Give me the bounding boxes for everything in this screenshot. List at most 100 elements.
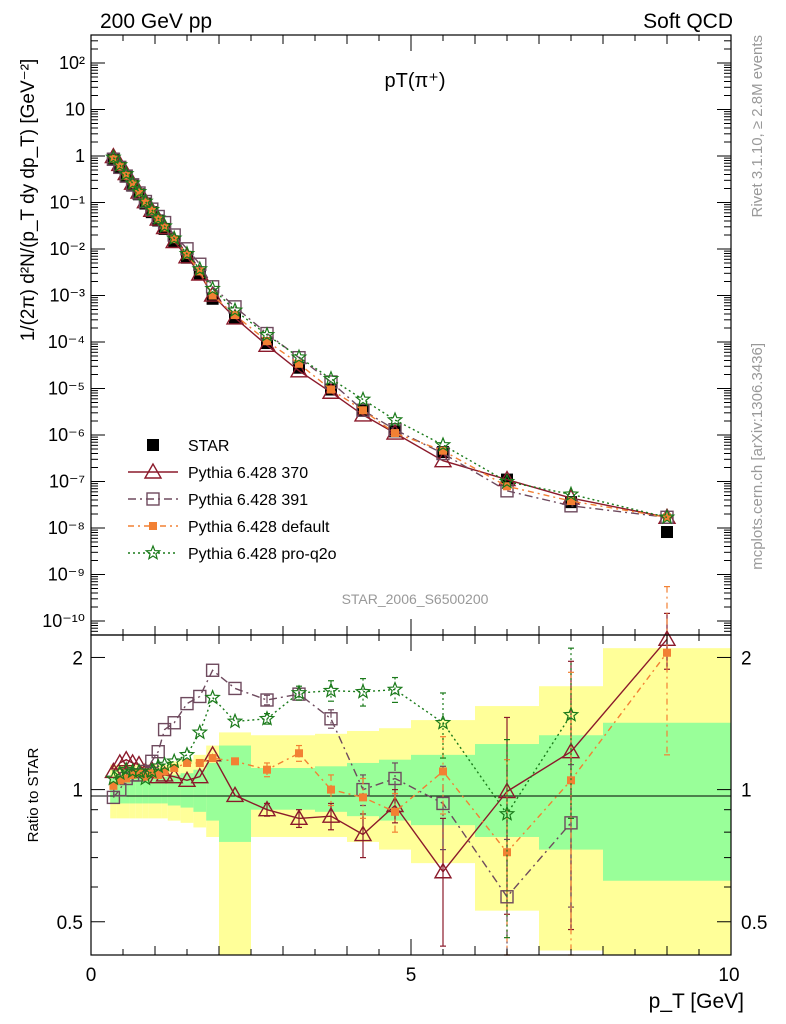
ratio-point-s370 xyxy=(110,753,130,770)
main-ytick-label: 10⁻⁹ xyxy=(48,565,85,585)
main-ylabel: 1/(2π) d²N/(p_T dy dp_T) [GeV⁻²] xyxy=(18,59,39,342)
main-point-sq2o xyxy=(124,174,141,191)
ratio-point-sq2o xyxy=(143,762,161,779)
main-point-s370 xyxy=(289,361,309,378)
ratio-point-sq2o xyxy=(354,683,372,699)
main-point-sq2o xyxy=(165,229,183,246)
ratio-ytick-label-right: 0.5 xyxy=(741,913,767,934)
main-ytick-label: 10⁻² xyxy=(49,239,85,259)
legend-label-star: STAR xyxy=(188,438,229,455)
ratio-point-sdef xyxy=(135,769,143,778)
main-ytick-label: 10⁻¹⁰ xyxy=(42,611,85,631)
main-point-sq2o xyxy=(562,485,580,502)
ratio-band-inner xyxy=(129,776,136,804)
ratio-point-sdef xyxy=(195,758,204,767)
ratio-point-sdef xyxy=(439,767,447,776)
rivet-label: Rivet 3.1.10, ≥ 2.8M events xyxy=(749,35,766,218)
ratio-xlabel: p_T [GeV] xyxy=(649,990,744,1013)
main-point-sdef xyxy=(135,188,143,197)
ratio-xtick-label: 0 xyxy=(86,965,97,986)
ratio-ytick-label-right: 1 xyxy=(741,781,752,802)
main-point-sdef xyxy=(109,154,118,163)
ratio-band-inner xyxy=(116,776,123,804)
main-point-sdef xyxy=(208,291,217,300)
main-point-sq2o xyxy=(354,390,372,407)
ratio-point-sdef xyxy=(263,765,271,774)
legend: STAR Pythia 6.428 370 Pythia 6.428 391 Pyth… xyxy=(128,438,337,563)
main-point-sdef xyxy=(231,311,239,320)
ratio-band-inner xyxy=(167,774,181,806)
legend-marker-s391 xyxy=(146,492,160,506)
ratio-band-inner xyxy=(148,776,155,804)
ratio-point-s370 xyxy=(289,808,309,826)
main-ytick-label: 10⁻⁴ xyxy=(48,332,85,352)
ratio-point-sdef xyxy=(154,770,163,779)
ratio-point-sdef xyxy=(503,848,511,857)
main-point-sq2o xyxy=(111,156,129,173)
main-point-sq2o xyxy=(149,209,167,226)
ratio-point-s391 xyxy=(167,716,181,730)
ratio-point-s370 xyxy=(321,806,341,823)
ratio-point-sdef xyxy=(567,776,575,785)
main-point-sdef xyxy=(567,497,575,506)
ratio-point-sq2o xyxy=(434,714,452,730)
ratio-point-s391 xyxy=(228,681,242,696)
ratio-point-s370 xyxy=(177,770,197,788)
main-point-sdef xyxy=(439,446,447,455)
ratio-point-sdef xyxy=(231,757,239,766)
ratio-point-sq2o xyxy=(290,684,308,700)
ratio-ylabel: Ratio to STAR xyxy=(25,747,42,842)
legend-marker-sq2o xyxy=(144,544,162,561)
ratio-point-sdef xyxy=(183,758,191,767)
main-point-star xyxy=(661,526,673,539)
ratio-point-s370 xyxy=(164,767,184,784)
main-point-sdef xyxy=(195,267,204,276)
ratio-band-inner xyxy=(135,776,143,804)
main-ytick-label: 10² xyxy=(59,53,85,73)
main-ytick-label: 10 xyxy=(65,99,85,119)
main-ytick-label: 10⁻⁷ xyxy=(49,472,85,492)
main-point-sdef xyxy=(295,359,303,368)
main-point-sq2o xyxy=(143,201,161,217)
ratio-point-sdef xyxy=(122,774,131,783)
ratio-point-sq2o xyxy=(156,755,173,772)
main-series-line-sq2o xyxy=(112,157,668,518)
legend-label-sq2o: Pythia 6.428 pro-q2o xyxy=(188,546,337,563)
main-ytick-label: 10⁻¹ xyxy=(49,192,85,212)
ratio-point-sdef xyxy=(663,648,671,657)
main-ytick-label: 10⁻⁶ xyxy=(48,425,85,445)
header-right: Soft QCD xyxy=(643,10,733,33)
main-point-sq2o xyxy=(178,245,196,261)
main-point-sq2o xyxy=(386,411,404,428)
ratio-xtick-label: 5 xyxy=(406,965,417,986)
header-left: 200 GeV pp xyxy=(100,10,212,33)
main-point-sdef xyxy=(327,385,335,394)
mcplots-label: mcplots.cern.ch [arXiv:1306.3436] xyxy=(749,343,766,570)
ratio-point-sdef xyxy=(327,785,335,794)
main-point-sdef xyxy=(503,482,511,491)
ratio-point-sdef xyxy=(295,749,303,758)
main-ytick-label: 1 xyxy=(75,146,85,166)
ratio-series-line-s370 xyxy=(112,638,668,873)
ratio-point-sdef xyxy=(208,754,217,763)
ratio-point-sq2o xyxy=(562,706,580,722)
ratio-point-sdef xyxy=(359,793,367,802)
ratio-point-sq2o xyxy=(258,710,276,726)
ratio-point-s391 xyxy=(388,771,402,786)
ratio-point-s370 xyxy=(353,825,373,842)
main-point-sdef xyxy=(115,162,124,171)
main-series-line-s391 xyxy=(112,158,668,518)
ratio-point-sq2o xyxy=(105,769,122,786)
main-point-sdef xyxy=(122,171,131,180)
main-series-line-s370 xyxy=(112,156,668,518)
ratio-point-sq2o xyxy=(386,680,404,697)
main-title: pT(π⁺) xyxy=(384,70,445,92)
main-point-sq2o xyxy=(258,326,276,342)
legend-marker-sdef xyxy=(149,522,157,530)
legend-label-s370: Pythia 6.428 370 xyxy=(188,465,308,482)
ratio-point-sq2o xyxy=(178,746,196,762)
ratio-point-sdef xyxy=(170,764,179,773)
ratio-band-inner xyxy=(193,769,207,812)
ratio-band-inner xyxy=(283,768,315,810)
